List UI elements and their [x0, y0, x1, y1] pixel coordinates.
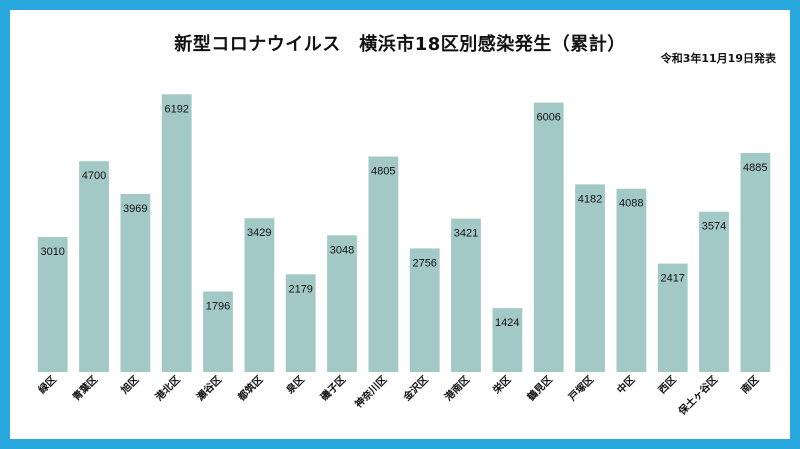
bar-11	[492, 308, 523, 372]
data-label-13: 4182	[578, 193, 602, 205]
chart-title: 新型コロナウイルス 横浜市18区別感染発生（累計）	[174, 34, 626, 55]
bar-12	[533, 102, 564, 372]
category-label-15: 西区	[656, 374, 679, 397]
bar-2	[120, 194, 151, 372]
bar-9	[409, 248, 440, 372]
data-label-11: 1424	[495, 317, 519, 329]
bar-0	[37, 237, 68, 372]
category-label-9: 金沢区	[400, 373, 431, 404]
data-label-16: 3574	[702, 221, 726, 233]
category-label-3: 港北区	[152, 373, 182, 403]
data-label-15: 2417	[660, 273, 684, 285]
data-label-3: 6192	[164, 103, 188, 115]
bar-17	[740, 152, 771, 372]
category-label-5: 都筑区	[234, 373, 265, 404]
category-label-7: 磯子区	[318, 373, 348, 403]
chart-frame: 新型コロナウイルス 横浜市18区別感染発生（累計） 令和3年11月19日発表 3…	[10, 10, 790, 439]
bar-chart: 3010 緑区 4700 青葉区 3969 旭区 6192 港北区 1796 瀬谷区 3429 都筑区…	[35, 94, 771, 418]
bar-13	[575, 184, 605, 372]
data-label-17: 4885	[743, 162, 767, 174]
category-label-2: 旭区	[117, 373, 141, 397]
bar-1	[79, 161, 109, 372]
bar-10	[451, 218, 481, 372]
data-label-8: 4805	[371, 166, 395, 178]
data-label-7: 3048	[330, 244, 354, 256]
data-label-9: 2756	[412, 257, 436, 269]
data-label-12: 6006	[536, 112, 560, 124]
bar-14	[616, 188, 647, 372]
data-label-6: 2179	[288, 283, 312, 295]
bar-7	[327, 235, 357, 372]
data-label-0: 3010	[40, 246, 64, 258]
data-label-1: 4700	[82, 170, 106, 182]
bar-15	[657, 263, 688, 372]
category-label-4: 瀬谷区	[194, 373, 224, 403]
category-label-8: 神奈川区	[352, 373, 389, 410]
bar-16	[699, 211, 729, 372]
category-label-16: 保土ヶ谷区	[675, 373, 720, 418]
data-label-10: 3421	[454, 228, 478, 240]
bar-3	[161, 94, 192, 373]
bar-6	[285, 274, 316, 372]
bar-5	[244, 218, 275, 372]
bar-8	[368, 156, 399, 372]
category-label-12: 鶴見区	[524, 373, 554, 403]
category-label-10: 港南区	[442, 373, 472, 403]
category-label-14: 中区	[614, 373, 637, 396]
chart-subtitle: 令和3年11月19日発表	[660, 52, 776, 65]
data-label-5: 3429	[247, 227, 271, 239]
category-label-11: 栄区	[489, 373, 513, 397]
data-label-14: 4088	[619, 198, 643, 210]
category-label-0: 緑区	[35, 373, 58, 396]
category-label-13: 戸塚区	[566, 373, 596, 403]
category-label-6: 泉区	[283, 373, 307, 397]
bar-4	[203, 291, 233, 372]
category-label-1: 青葉区	[70, 373, 100, 403]
category-label-17: 南区	[738, 373, 761, 396]
data-label-2: 3969	[123, 203, 147, 215]
data-label-4: 1796	[206, 301, 230, 313]
